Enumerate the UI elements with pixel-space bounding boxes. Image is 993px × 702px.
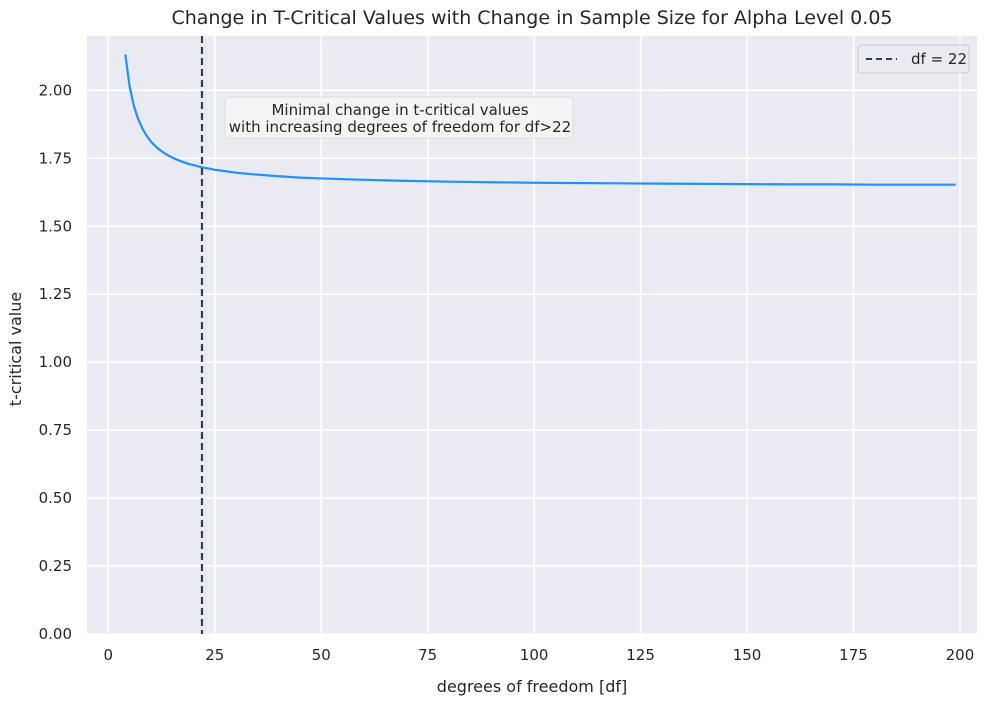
annotation-line-2: with increasing degrees of freedom for d… bbox=[229, 118, 571, 136]
legend-label: df = 22 bbox=[911, 50, 967, 68]
y-tick-label: 0.00 bbox=[39, 625, 72, 643]
y-tick-label: 1.25 bbox=[39, 285, 72, 303]
y-axis-title: t-critical value bbox=[6, 292, 25, 406]
x-tick-label: 75 bbox=[418, 646, 437, 664]
series-layer bbox=[124, 54, 956, 186]
x-tick-label: 175 bbox=[839, 646, 868, 664]
y-tick-label: 0.50 bbox=[39, 489, 72, 507]
y-tick-label: 0.75 bbox=[39, 421, 72, 439]
annotation-box: Minimal change in t-critical values with… bbox=[224, 96, 574, 139]
legend-frame bbox=[857, 44, 970, 74]
legend: df = 22 bbox=[857, 44, 970, 74]
x-tick-label: 150 bbox=[733, 646, 762, 664]
x-tick-label: 0 bbox=[104, 646, 114, 664]
x-tick-label: 125 bbox=[626, 646, 655, 664]
x-tick-label: 200 bbox=[946, 646, 975, 664]
y-tick-label: 1.75 bbox=[39, 149, 72, 167]
x-tick-label: 25 bbox=[205, 646, 224, 664]
x-tick-label: 50 bbox=[312, 646, 331, 664]
t-critical-line bbox=[124, 54, 956, 186]
y-tick-label: 0.25 bbox=[39, 557, 72, 575]
y-tick-label: 2.00 bbox=[39, 81, 72, 99]
tick-labels: 0 25 50 75 100 125 150 175 200 0.00 0.25 0.50 0.75 1.… bbox=[39, 81, 975, 664]
y-tick-label: 1.50 bbox=[39, 217, 72, 235]
annotation-line-1: Minimal change in t-critical values bbox=[271, 101, 528, 119]
x-axis-title: degrees of freedom [df] bbox=[437, 677, 627, 696]
y-tick-label: 1.00 bbox=[39, 353, 72, 371]
x-tick-label: 100 bbox=[520, 646, 549, 664]
annotation-background bbox=[224, 96, 574, 139]
chart-title: Change in T-Critical Values with Change … bbox=[171, 7, 892, 29]
